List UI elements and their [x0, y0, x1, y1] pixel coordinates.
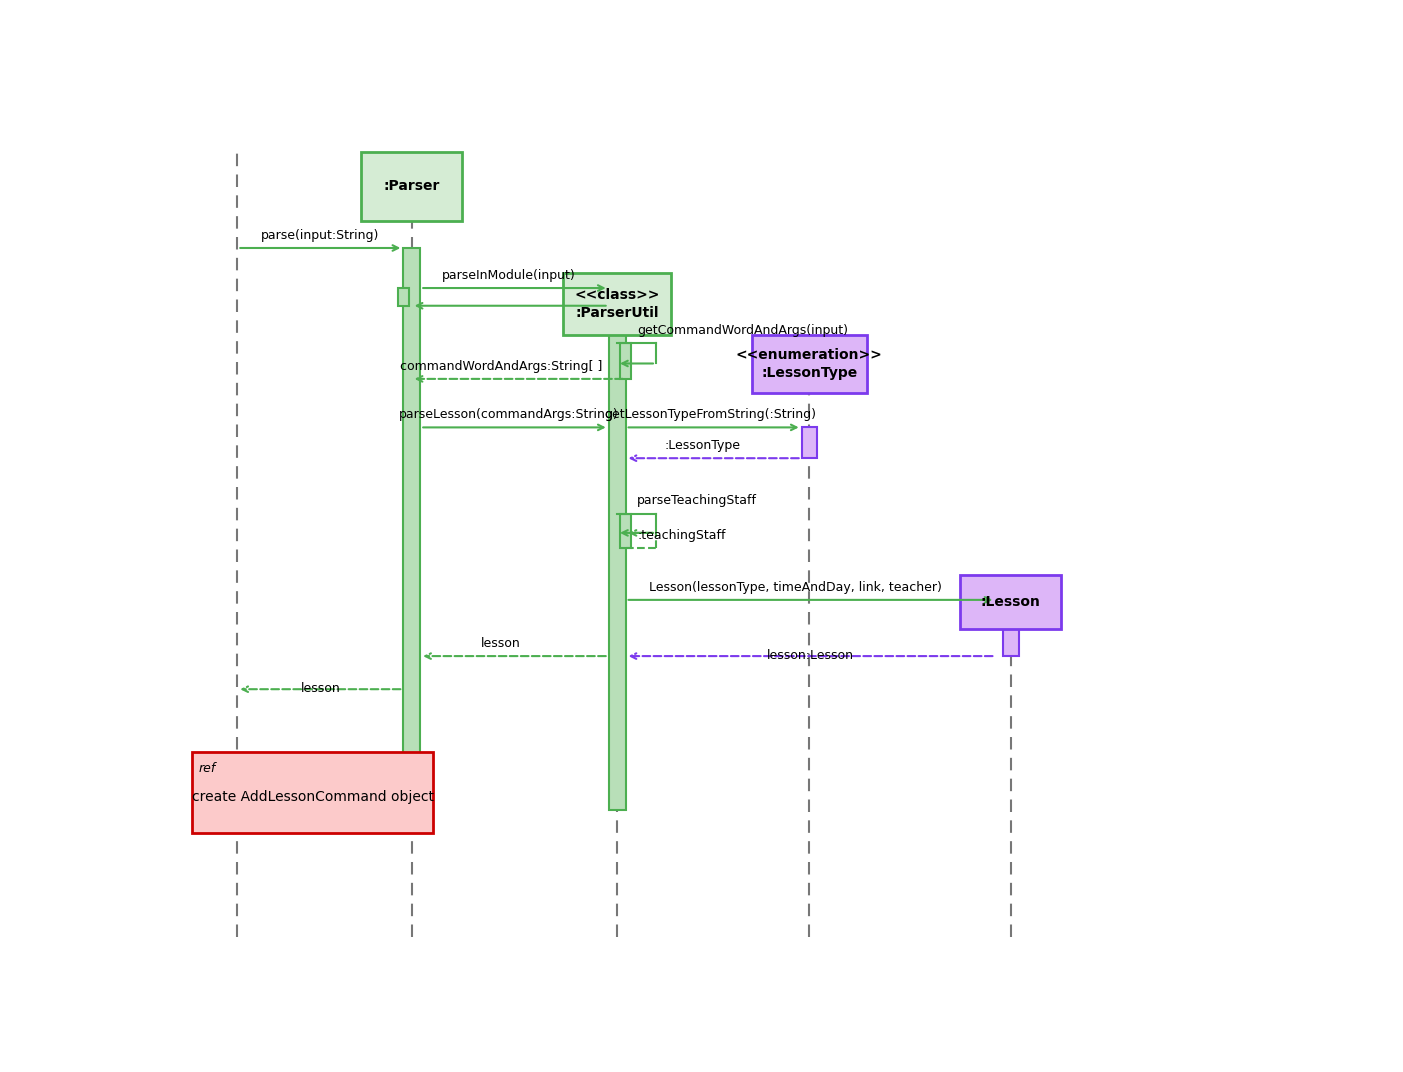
Text: lesson: lesson	[481, 637, 521, 650]
FancyBboxPatch shape	[403, 248, 421, 810]
FancyBboxPatch shape	[563, 273, 672, 334]
Text: create AddLessonCommand object: create AddLessonCommand object	[192, 790, 434, 804]
FancyBboxPatch shape	[609, 288, 626, 810]
Text: getCommandWordAndArgs(input): getCommandWordAndArgs(input)	[637, 324, 849, 337]
Text: parseTeachingStaff: parseTeachingStaff	[637, 494, 758, 507]
Text: getLessonTypeFromString(:String): getLessonTypeFromString(:String)	[605, 408, 817, 421]
FancyBboxPatch shape	[362, 152, 462, 221]
FancyBboxPatch shape	[961, 576, 1061, 629]
Text: <<class>>
:ParserUtil: <<class>> :ParserUtil	[574, 288, 659, 321]
Text: parse(input:String): parse(input:String)	[261, 228, 379, 242]
FancyBboxPatch shape	[192, 753, 432, 833]
Text: :teachingStaff: :teachingStaff	[637, 530, 725, 542]
FancyBboxPatch shape	[398, 288, 408, 306]
Text: <<enumeration>>
:LessonType: <<enumeration>> :LessonType	[737, 347, 882, 381]
Text: :Lesson: :Lesson	[981, 595, 1041, 609]
Text: lesson: lesson	[300, 683, 340, 696]
FancyBboxPatch shape	[620, 343, 631, 378]
Text: commandWordAndArgs:String[ ]: commandWordAndArgs:String[ ]	[400, 360, 602, 373]
FancyBboxPatch shape	[1003, 600, 1019, 656]
Text: parseInModule(input): parseInModule(input)	[442, 269, 575, 282]
FancyBboxPatch shape	[620, 513, 631, 548]
FancyBboxPatch shape	[801, 428, 817, 458]
Text: Lesson(lessonType, timeAndDay, link, teacher): Lesson(lessonType, timeAndDay, link, tea…	[650, 581, 941, 594]
Text: ref: ref	[199, 761, 216, 775]
Text: :Parser: :Parser	[383, 179, 441, 193]
Text: parseLesson(commandArgs:String): parseLesson(commandArgs:String)	[398, 408, 619, 421]
Text: lesson:Lesson: lesson:Lesson	[767, 650, 854, 662]
Text: :LessonType: :LessonType	[665, 440, 741, 452]
FancyBboxPatch shape	[752, 334, 867, 392]
